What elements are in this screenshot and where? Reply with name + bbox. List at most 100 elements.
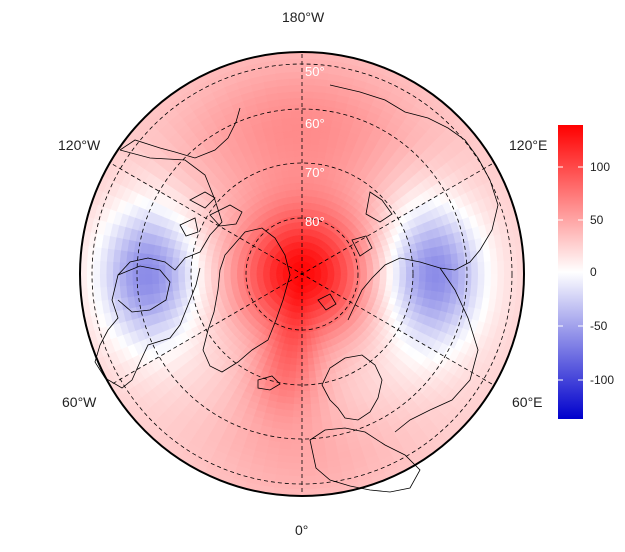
field-cell: [398, 280, 407, 288]
field-cell: [203, 260, 212, 269]
field-cell: [301, 188, 308, 197]
field-cell: [314, 272, 322, 275]
field-cell: [444, 254, 453, 265]
field-cell: [158, 282, 167, 294]
field-cell: [288, 71, 303, 79]
field-cell: [296, 195, 303, 203]
field-cell: [291, 423, 303, 432]
field-cell: [308, 156, 318, 165]
field-cell: [301, 410, 312, 418]
field-cell: [293, 384, 303, 392]
field-cell: [309, 390, 319, 399]
field-cell: [399, 273, 407, 282]
field-cell: [295, 364, 303, 373]
field-cell: [288, 462, 303, 471]
field-cell: [392, 260, 401, 269]
field-cell: [437, 254, 446, 266]
field-cell: [184, 265, 192, 275]
field-cell: [310, 409, 322, 418]
field-cell: [418, 273, 427, 283]
field-cell: [425, 273, 433, 283]
field-cell: [405, 280, 414, 289]
field-cell: [131, 273, 140, 286]
field-cell: [255, 273, 264, 278]
field-cell: [288, 364, 297, 373]
field-cell: [296, 188, 303, 197]
field-cell: [138, 273, 146, 285]
field-cell: [292, 410, 303, 418]
field-cell: [431, 282, 440, 293]
field-cell: [310, 403, 321, 412]
field-cell: [158, 254, 167, 266]
lon-label-60e: 60°E: [512, 394, 543, 410]
field-cell: [284, 143, 295, 152]
field-cell: [210, 273, 218, 281]
field-cell: [503, 260, 512, 275]
field-cell: [392, 279, 401, 288]
field-cell: [285, 149, 295, 158]
colorbar-tick-neg100: -100: [590, 373, 615, 387]
field-cell: [301, 201, 308, 210]
field-cell: [311, 416, 322, 425]
field-cell: [411, 280, 420, 290]
field-cell: [269, 273, 277, 277]
field-cell: [99, 273, 107, 288]
field-cell: [289, 449, 303, 458]
field-cell: [223, 268, 231, 275]
field-cell: [282, 130, 294, 139]
field-cell: [223, 278, 232, 285]
field-cell: [296, 338, 303, 347]
lon-label-0: 0°: [295, 522, 309, 538]
field-cell: [286, 383, 296, 392]
colorbar-tick-0: 0: [590, 265, 597, 279]
field-cell: [307, 357, 315, 366]
field-cell: [197, 280, 206, 288]
field-cell: [290, 103, 303, 112]
field-cell: [292, 202, 299, 210]
field-cell: [297, 214, 303, 223]
field-cell: [290, 188, 298, 197]
field-cell: [418, 281, 427, 291]
field-cell: [118, 273, 127, 287]
field-cell: [288, 175, 297, 184]
field-cell: [291, 195, 298, 204]
field-cell: [425, 265, 433, 275]
field-cell: [288, 370, 296, 379]
field-cell: [464, 273, 473, 286]
field-cell: [288, 64, 303, 73]
field-cell: [305, 338, 312, 346]
field-cell: [477, 261, 486, 275]
field-cell: [301, 436, 314, 445]
lon-label-120e: 120°E: [509, 137, 548, 153]
field-cell: [184, 258, 193, 268]
field-cell: [437, 282, 446, 294]
colorbar-tick-neg50: -50: [590, 319, 608, 333]
field-cell: [379, 262, 388, 270]
field-cell: [282, 409, 294, 418]
field-cell: [295, 175, 303, 184]
field-cell: [301, 430, 313, 438]
field-cell: [418, 265, 427, 275]
field-cell: [203, 273, 212, 281]
field-cell: [286, 156, 296, 165]
field-cell: [310, 136, 321, 145]
field-cell: [353, 269, 362, 275]
field-cell: [301, 156, 311, 164]
field-cell: [151, 273, 159, 285]
field-cell: [484, 261, 492, 275]
field-cell: [301, 143, 311, 151]
field-cell: [92, 273, 101, 288]
field-cell: [301, 390, 311, 399]
field-cell: [503, 273, 512, 288]
field-cell: [288, 469, 303, 477]
field-cell: [451, 273, 460, 285]
field-cell: [301, 371, 310, 379]
field-cell: [431, 255, 440, 266]
colorbar-tick-100: 100: [590, 160, 611, 174]
field-cell: [125, 273, 133, 286]
field-cell: [236, 273, 244, 279]
field-cell: [306, 344, 313, 353]
field-cell: [301, 84, 315, 92]
field-cell: [360, 269, 368, 275]
field-cell: [301, 462, 316, 471]
